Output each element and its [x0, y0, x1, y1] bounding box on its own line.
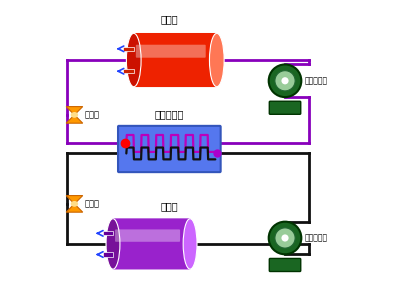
Circle shape: [269, 64, 301, 97]
Ellipse shape: [71, 112, 78, 118]
FancyBboxPatch shape: [115, 229, 180, 242]
Circle shape: [275, 71, 295, 91]
Polygon shape: [66, 195, 83, 204]
Circle shape: [269, 222, 301, 254]
FancyBboxPatch shape: [269, 258, 301, 271]
Text: 低温压缩机: 低温压缩机: [304, 234, 328, 243]
Polygon shape: [66, 115, 83, 123]
Text: 薇发器: 薇发器: [160, 201, 178, 211]
Ellipse shape: [183, 219, 197, 269]
FancyBboxPatch shape: [118, 126, 220, 172]
Polygon shape: [66, 107, 83, 115]
Ellipse shape: [209, 33, 224, 87]
Bar: [123, 47, 134, 51]
Circle shape: [281, 77, 289, 84]
Bar: [103, 252, 113, 257]
Bar: [103, 231, 113, 235]
Circle shape: [281, 235, 289, 242]
Ellipse shape: [106, 219, 120, 269]
Ellipse shape: [71, 201, 78, 207]
Text: 高温压缩机: 高温压缩机: [304, 76, 328, 85]
Text: 节流阀: 节流阀: [85, 110, 100, 119]
FancyBboxPatch shape: [269, 101, 301, 114]
Bar: [123, 69, 134, 73]
Text: 节流阀: 节流阀: [85, 199, 100, 208]
Text: 冷媒蜗发器: 冷媒蜗发器: [155, 109, 184, 119]
FancyBboxPatch shape: [136, 45, 206, 58]
Polygon shape: [66, 204, 83, 212]
Circle shape: [275, 228, 295, 248]
Ellipse shape: [127, 33, 141, 87]
Text: 冷凝器: 冷凝器: [160, 14, 178, 24]
FancyBboxPatch shape: [112, 218, 191, 270]
FancyBboxPatch shape: [133, 32, 218, 88]
